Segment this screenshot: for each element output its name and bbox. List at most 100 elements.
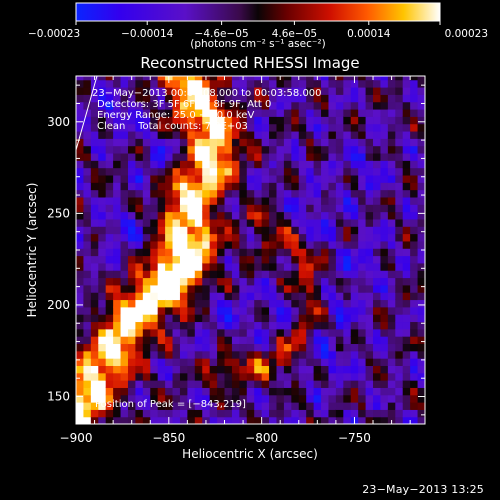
heatmap-cell: [343, 255, 352, 264]
heatmap-cell: [157, 314, 166, 323]
heatmap-cell: [105, 167, 114, 176]
x-tick-label: −850: [152, 431, 185, 445]
heatmap-cell: [83, 336, 92, 345]
heatmap-cell: [283, 248, 292, 257]
heatmap-cell: [306, 204, 315, 213]
heatmap-cell: [395, 402, 404, 410]
heatmap-cell: [217, 350, 226, 359]
heatmap-cell: [335, 204, 344, 213]
heatmap-cell: [135, 160, 144, 169]
heatmap-cell: [120, 240, 129, 249]
heatmap-cell: [358, 108, 367, 117]
heatmap-cell: [157, 204, 166, 213]
heatmap-cell: [328, 248, 337, 257]
heatmap-cell: [335, 365, 344, 374]
heatmap-cell: [261, 343, 270, 352]
heatmap-cell: [254, 248, 263, 257]
heatmap-cell: [187, 123, 196, 132]
heatmap-cell: [98, 248, 107, 257]
heatmap-cell: [417, 240, 425, 249]
heatmap-cell: [387, 240, 396, 249]
heatmap-cell: [202, 226, 211, 235]
heatmap-cell: [217, 101, 226, 110]
heatmap-cell: [365, 262, 374, 271]
heatmap-cell: [291, 233, 300, 242]
heatmap-cell: [283, 299, 292, 308]
heatmap-cell: [358, 248, 367, 257]
heatmap-cell: [150, 174, 159, 183]
heatmap-cell: [98, 160, 107, 169]
heatmap-cell: [395, 394, 404, 403]
heatmap-cell: [202, 86, 211, 95]
heatmap-cell: [246, 262, 255, 271]
heatmap-cell: [231, 138, 240, 147]
heatmap-cell: [254, 270, 263, 279]
heatmap-cell: [298, 108, 307, 117]
heatmap-cell: [350, 372, 359, 381]
heatmap-cell: [127, 358, 137, 366]
heatmap-cell: [261, 160, 270, 169]
heatmap-cell: [306, 328, 315, 337]
heatmap-cell: [402, 86, 411, 95]
heatmap-cell: [98, 387, 107, 396]
heatmap-cell: [321, 138, 330, 147]
heatmap-cell: [417, 196, 425, 205]
heatmap-cell: [343, 189, 352, 198]
heatmap-cell: [365, 358, 374, 366]
heatmap-cell: [194, 416, 203, 424]
heatmap-cell: [313, 218, 322, 227]
heatmap-cell: [157, 306, 166, 315]
heatmap-cell: [283, 79, 292, 88]
heatmap-cell: [224, 277, 233, 286]
heatmap-cell: [387, 108, 396, 117]
heatmap-cell: [127, 262, 137, 271]
heatmap-cell: [343, 394, 352, 403]
heatmap-cell: [231, 204, 240, 213]
heatmap-cell: [209, 167, 218, 176]
heatmap-cell: [402, 350, 411, 359]
heatmap-cell: [98, 145, 107, 154]
heatmap-cell: [127, 284, 137, 293]
heatmap-cell: [187, 299, 196, 308]
heatmap-cell: [373, 336, 382, 345]
heatmap-cell: [194, 101, 203, 110]
heatmap-cell: [105, 394, 114, 403]
heatmap-cell: [105, 387, 114, 396]
heatmap-cell: [306, 226, 315, 235]
heatmap-cell: [328, 86, 337, 95]
heatmap-cell: [373, 101, 382, 110]
heatmap-cell: [298, 321, 307, 330]
heatmap-cell: [283, 284, 292, 293]
heatmap-cell: [187, 226, 196, 235]
heatmap-cell: [98, 152, 107, 161]
heatmap-cell: [358, 101, 367, 110]
heatmap-cell: [142, 336, 151, 345]
heatmap-cell: [373, 167, 382, 176]
heatmap-cell: [350, 321, 359, 330]
heatmap-cell: [165, 240, 174, 249]
heatmap-cell: [83, 270, 92, 279]
heatmap-cell: [380, 255, 389, 264]
heatmap-cell: [306, 314, 315, 323]
heatmap-cell: [113, 101, 122, 110]
heatmap-cell: [172, 277, 181, 286]
heatmap-cell: [313, 108, 322, 117]
heatmap-cell: [105, 284, 114, 293]
heatmap-cell: [157, 167, 166, 176]
heatmap-cell: [179, 211, 188, 220]
heatmap-cell: [157, 152, 166, 161]
heatmap-cell: [217, 321, 226, 330]
heatmap-cell: [90, 108, 99, 117]
heatmap-cell: [246, 343, 255, 352]
heatmap-cell: [209, 402, 218, 410]
heatmap-cell: [157, 108, 166, 117]
heatmap-cell: [350, 94, 359, 103]
heatmap-cell: [135, 182, 144, 191]
heatmap-cell: [269, 277, 278, 286]
heatmap-cell: [335, 79, 344, 88]
heatmap-cell: [172, 416, 181, 424]
heatmap-cell: [224, 387, 233, 396]
heatmap-cell: [402, 226, 411, 235]
heatmap-cell: [343, 86, 352, 95]
